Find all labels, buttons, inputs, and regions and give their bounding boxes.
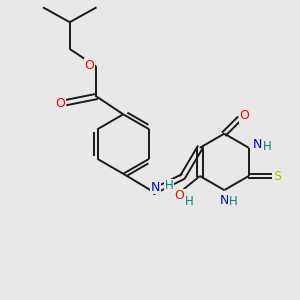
Text: O: O [174, 189, 184, 203]
Text: N: N [151, 181, 160, 194]
Text: O: O [240, 109, 250, 122]
Text: H: H [165, 179, 174, 192]
Text: S: S [274, 169, 282, 182]
Text: N: N [220, 194, 229, 207]
Text: O: O [84, 59, 94, 72]
Text: H: H [229, 195, 238, 208]
Text: O: O [55, 98, 65, 110]
Text: N: N [253, 138, 262, 151]
Text: H: H [263, 140, 272, 153]
Text: H: H [185, 195, 194, 208]
